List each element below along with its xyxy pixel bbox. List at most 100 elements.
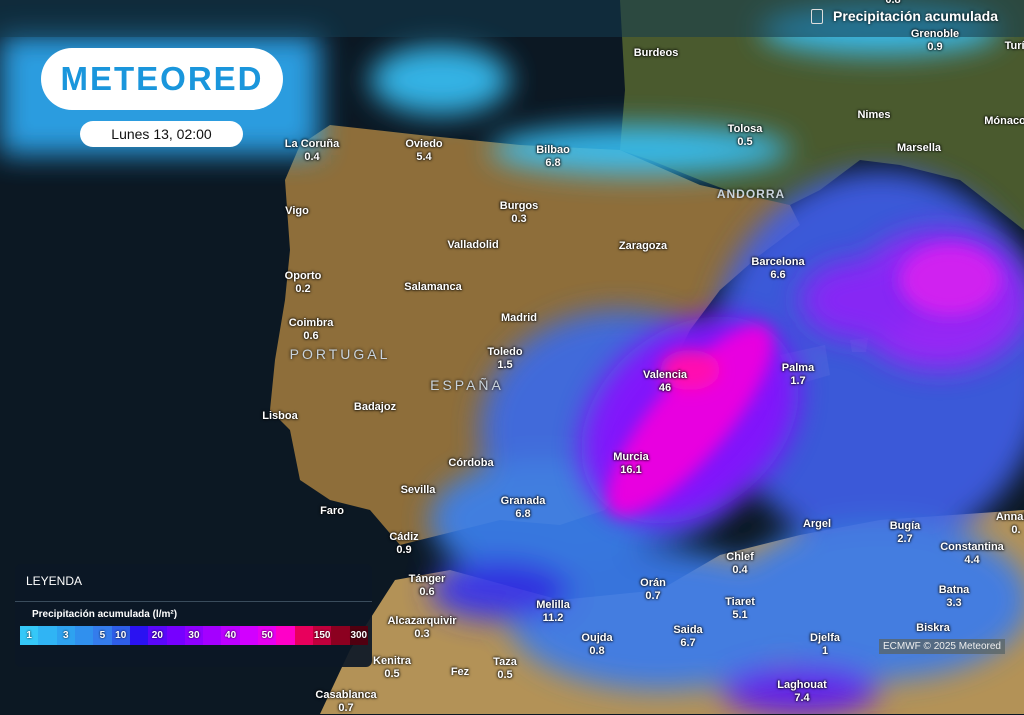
city-label[interactable]: Grenoble 0.9: [911, 28, 959, 54]
city-label[interactable]: Valencia 46: [643, 369, 687, 395]
precipitation-value: 0.9: [927, 41, 943, 53]
city-label[interactable]: Burgos 0.3: [500, 200, 539, 226]
city-label[interactable]: Chlef 0.4: [726, 551, 754, 577]
precipitation-value: 7.4: [794, 692, 810, 704]
precipitation-gauge-icon: [811, 9, 824, 24]
city-name: Melilla: [536, 599, 570, 611]
city-label[interactable]: 0.8: [885, 0, 900, 7]
city-label[interactable]: Oviedo 5.4: [405, 138, 442, 164]
city-name: Valencia: [642, 369, 688, 381]
city-name: Coimbra: [288, 317, 334, 329]
precipitation-value: 0.4: [304, 151, 320, 163]
city-label[interactable]: Casablanca 0.7: [315, 689, 376, 715]
city-label[interactable]: Fez: [451, 666, 469, 679]
city-label[interactable]: Valladolid: [447, 239, 498, 252]
precipitation-value: 3.3: [946, 597, 962, 609]
date-time-label: Lunes 13, 02:00: [80, 121, 243, 147]
city-name: Taza: [493, 656, 517, 668]
city-label[interactable]: Cádiz 0.9: [389, 531, 418, 557]
precipitation-value: 0.9: [396, 544, 412, 556]
city-name: Argel: [802, 518, 832, 530]
city-name: Burgos: [499, 200, 539, 212]
city-label[interactable]: Biskra: [916, 622, 950, 635]
city-label[interactable]: Bilbao 6.8: [536, 144, 570, 170]
city-label[interactable]: Madrid: [501, 312, 537, 325]
city-label[interactable]: Zaragoza: [619, 240, 667, 253]
city-label[interactable]: Vigo: [285, 205, 309, 218]
city-label[interactable]: Alcazarquivir 0.3: [387, 615, 456, 641]
city-name: Kenitra: [373, 655, 411, 667]
city-label[interactable]: Laghouat 7.4: [777, 679, 827, 705]
city-label[interactable]: Melilla 11.2: [536, 599, 570, 625]
precipitation-value: 0.6: [303, 330, 319, 342]
city-label[interactable]: Lisboa: [262, 410, 297, 423]
city-name: Lisboa: [262, 410, 298, 422]
city-label[interactable]: Djelfa 1: [810, 632, 840, 658]
city-label[interactable]: Oporto 0.2: [285, 270, 322, 296]
city-name: Nimes: [857, 109, 891, 121]
credit-label: ECMWF © 2025 Meteored: [879, 639, 1005, 654]
precipitation-value: 0.3: [414, 628, 430, 640]
city-label[interactable]: Argel: [803, 518, 831, 531]
scale-step: [74, 626, 94, 645]
city-label[interactable]: Constantina 4.4: [940, 541, 1004, 567]
city-label[interactable]: Badajoz: [354, 401, 396, 414]
city-label[interactable]: Oujda 0.8: [581, 632, 612, 658]
city-name: Annaba: [995, 511, 1024, 523]
city-label[interactable]: Tiaret 5.1: [725, 596, 755, 622]
divider: [15, 601, 372, 602]
city-label[interactable]: Toledo 1.5: [487, 346, 522, 372]
city-label[interactable]: Batna 3.3: [939, 584, 970, 610]
city-label[interactable]: Sevilla: [401, 484, 436, 497]
meteored-logo[interactable]: METEORED: [41, 48, 283, 110]
city-label[interactable]: Kenitra 0.5: [373, 655, 411, 681]
city-label[interactable]: Burdeos: [634, 47, 679, 60]
city-name: Granada: [500, 495, 546, 507]
city-label[interactable]: Orán 0.7: [640, 577, 666, 603]
city-label[interactable]: Taza 0.5: [493, 656, 517, 682]
city-label[interactable]: La Coruña 0.4: [285, 138, 339, 164]
city-name: Oujda: [581, 632, 613, 644]
scale-step: [276, 626, 295, 645]
city-name: Córdoba: [448, 457, 494, 469]
city-label[interactable]: Córdoba: [448, 457, 493, 470]
city-label[interactable]: Nimes: [857, 109, 890, 122]
city-label[interactable]: Bugía 2.7: [890, 520, 921, 546]
city-name: Zaragoza: [618, 240, 668, 252]
scale-step: 40: [221, 626, 240, 645]
city-name: Murcia: [613, 451, 649, 463]
city-label[interactable]: Palma 1.7: [782, 362, 814, 388]
scale-step: [331, 626, 350, 645]
precipitation-value: 0.5: [737, 136, 753, 148]
city-label[interactable]: Faro: [320, 505, 344, 518]
city-label[interactable]: Coimbra 0.6: [289, 317, 334, 343]
precipitation-value: 0.: [1011, 524, 1021, 536]
city-label[interactable]: Saida 6.7: [673, 624, 702, 650]
city-label[interactable]: Turín: [1005, 40, 1024, 53]
city-label[interactable]: Salamanca: [404, 281, 461, 294]
scale-step: 50: [258, 626, 277, 645]
city-label[interactable]: Tolosa 0.5: [728, 123, 763, 149]
city-name: Casablanca: [315, 689, 377, 701]
legend-panel: LEYENDA Precipitación acumulada (l/m²) 1…: [15, 564, 372, 667]
city-label[interactable]: Mónaco: [984, 115, 1024, 128]
city-label[interactable]: Granada 6.8: [501, 495, 546, 521]
city-label[interactable]: Marsella: [897, 142, 941, 155]
city-name: Toledo: [487, 346, 523, 358]
layer-title[interactable]: Precipitación acumulada: [811, 8, 998, 24]
legend-title: LEYENDA: [26, 574, 83, 588]
city-label[interactable]: Annaba0.: [996, 511, 1024, 537]
city-name: Orán: [640, 577, 666, 589]
precipitation-value: 4.4: [964, 554, 980, 566]
precipitation-value: 5.1: [732, 609, 748, 621]
precipitation-value: 5.4: [416, 151, 432, 163]
scale-step: 5: [93, 626, 112, 645]
city-name: Fez: [450, 666, 470, 678]
city-name: Mónaco: [984, 115, 1024, 127]
city-label[interactable]: Tánger 0.6: [409, 573, 446, 599]
france: [620, 0, 1024, 230]
scale-step: 1: [20, 626, 39, 645]
city-label[interactable]: Barcelona 6.6: [751, 256, 804, 282]
city-label[interactable]: Murcia 16.1: [613, 451, 648, 477]
